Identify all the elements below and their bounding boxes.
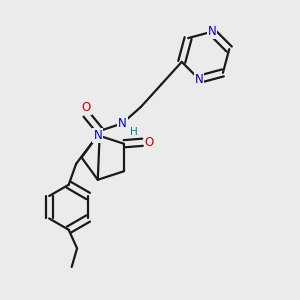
Text: O: O [145,136,154,149]
Text: N: N [118,117,127,130]
Text: O: O [82,101,91,114]
Text: H: H [130,127,138,137]
Text: N: N [93,129,102,142]
Text: N: N [208,25,216,38]
Text: N: N [195,73,203,86]
